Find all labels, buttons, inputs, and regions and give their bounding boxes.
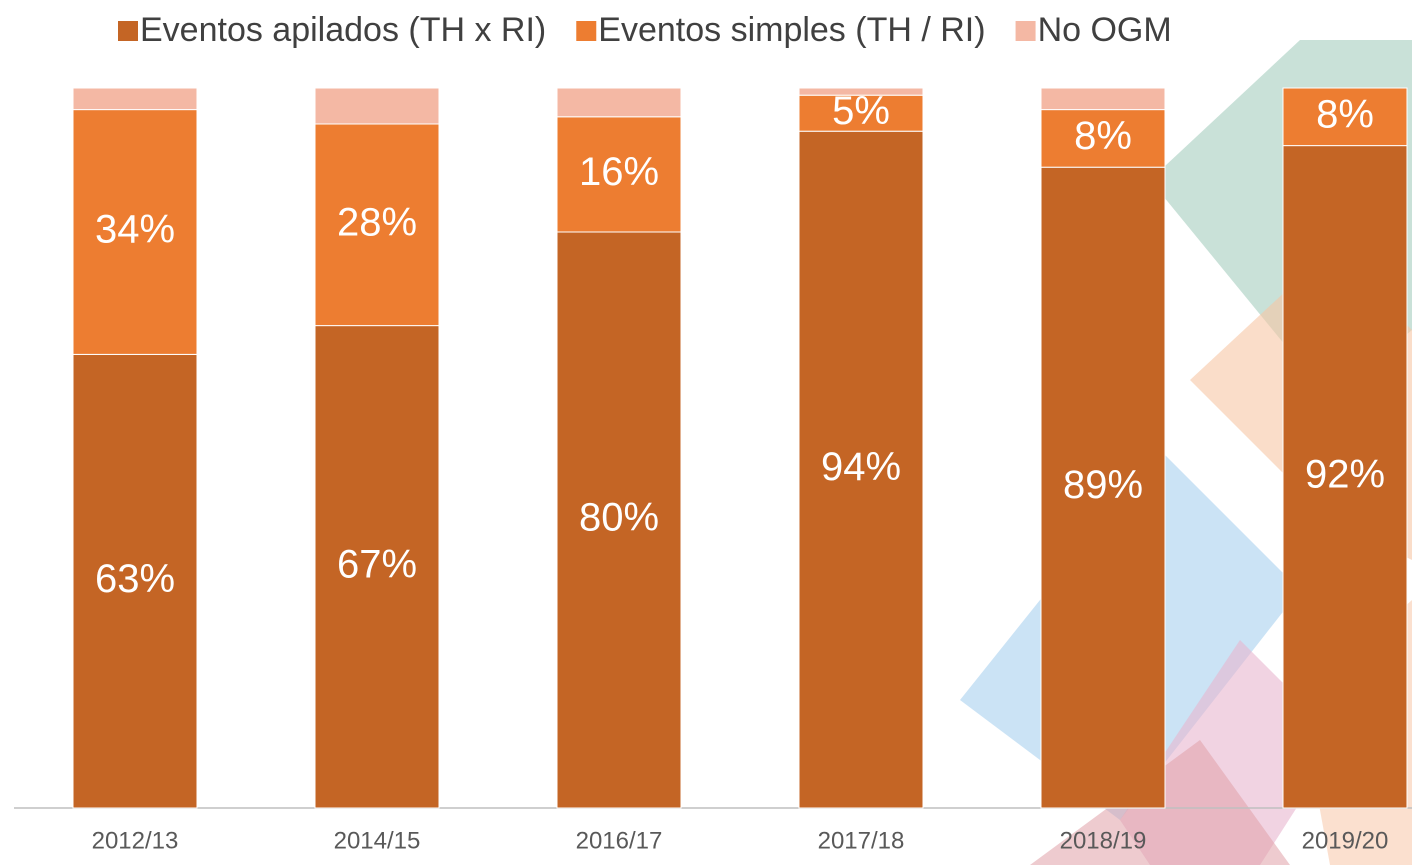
data-label: 28% <box>337 200 417 244</box>
x-tick-label: 2012/13 <box>92 827 179 854</box>
legend-swatch <box>1016 21 1036 41</box>
data-label: 8% <box>1074 114 1132 158</box>
legend-label: Eventos apilados (TH x RI) <box>140 11 546 49</box>
data-label: 80% <box>579 496 659 540</box>
bar-segment <box>799 88 923 95</box>
bar-segment <box>315 88 439 124</box>
data-label: 92% <box>1305 452 1385 496</box>
data-label: 16% <box>579 150 659 194</box>
data-label: 8% <box>1316 92 1374 136</box>
legend-label: Eventos simples (TH / RI) <box>598 11 985 49</box>
chart: Eventos apilados (TH x RI) Eventos simple… <box>0 0 1412 865</box>
bar-segment <box>1041 88 1165 110</box>
data-label: 63% <box>95 557 175 601</box>
data-label: 94% <box>821 445 901 489</box>
data-label: 34% <box>95 208 175 252</box>
data-label: 67% <box>337 542 417 586</box>
data-label: 89% <box>1063 463 1143 507</box>
page: Eventos apilados (TH x RI) Eventos simple… <box>0 0 1412 865</box>
x-tick-label: 2019/20 <box>1302 827 1389 854</box>
legend-swatch <box>118 21 138 41</box>
bar-segment <box>557 88 681 117</box>
x-tick-label: 2018/19 <box>1060 827 1147 854</box>
bar-segment <box>73 88 197 110</box>
x-tick-label: 2014/15 <box>334 827 421 854</box>
x-tick-label: 2017/18 <box>818 827 905 854</box>
legend-label: No OGM <box>1038 11 1172 49</box>
legend-swatch <box>576 21 596 41</box>
x-tick-label: 2016/17 <box>576 827 663 854</box>
